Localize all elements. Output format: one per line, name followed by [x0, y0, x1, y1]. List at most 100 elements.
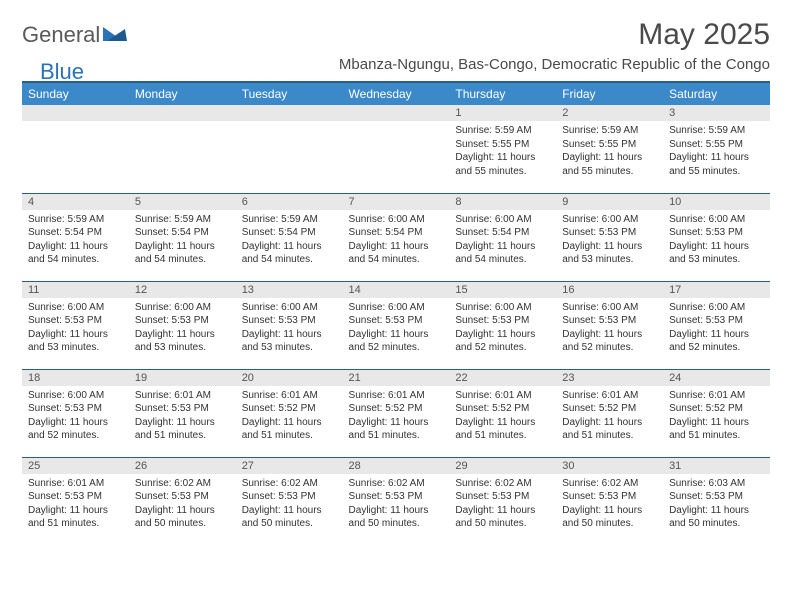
calendar-day-cell: 5Sunrise: 5:59 AMSunset: 5:54 PMDaylight…: [129, 193, 236, 281]
calendar-day-cell: 14Sunrise: 6:00 AMSunset: 5:53 PMDayligh…: [343, 281, 450, 369]
day-info: Sunrise: 5:59 AMSunset: 5:54 PMDaylight:…: [129, 210, 236, 271]
day-number: 18: [22, 370, 129, 386]
day-number: 13: [236, 282, 343, 298]
calendar-week-row: 11Sunrise: 6:00 AMSunset: 5:53 PMDayligh…: [22, 281, 770, 369]
location-subtitle: Mbanza-Ngungu, Bas-Congo, Democratic Rep…: [339, 56, 770, 73]
day-info: Sunrise: 6:02 AMSunset: 5:53 PMDaylight:…: [556, 474, 663, 535]
calendar-day-cell: 10Sunrise: 6:00 AMSunset: 5:53 PMDayligh…: [663, 193, 770, 281]
day-info: Sunrise: 6:00 AMSunset: 5:53 PMDaylight:…: [556, 298, 663, 359]
day-info: Sunrise: 6:01 AMSunset: 5:52 PMDaylight:…: [663, 386, 770, 447]
day-number: 19: [129, 370, 236, 386]
calendar-day-cell: 8Sunrise: 6:00 AMSunset: 5:54 PMDaylight…: [449, 193, 556, 281]
calendar-day-cell: 23Sunrise: 6:01 AMSunset: 5:52 PMDayligh…: [556, 369, 663, 457]
day-number: 27: [236, 458, 343, 474]
day-info: Sunrise: 6:02 AMSunset: 5:53 PMDaylight:…: [129, 474, 236, 535]
calendar-day-cell: 15Sunrise: 6:00 AMSunset: 5:53 PMDayligh…: [449, 281, 556, 369]
day-info: Sunrise: 5:59 AMSunset: 5:54 PMDaylight:…: [22, 210, 129, 271]
weekday-header: Friday: [556, 82, 663, 105]
calendar-table: Sunday Monday Tuesday Wednesday Thursday…: [22, 81, 770, 545]
day-info: Sunrise: 6:00 AMSunset: 5:53 PMDaylight:…: [663, 210, 770, 271]
day-info: Sunrise: 6:01 AMSunset: 5:52 PMDaylight:…: [236, 386, 343, 447]
day-number: 14: [343, 282, 450, 298]
calendar-day-cell: 30Sunrise: 6:02 AMSunset: 5:53 PMDayligh…: [556, 457, 663, 545]
day-info: Sunrise: 6:00 AMSunset: 5:53 PMDaylight:…: [22, 386, 129, 447]
weekday-header: Saturday: [663, 82, 770, 105]
day-number: 22: [449, 370, 556, 386]
calendar-day-cell: 13Sunrise: 6:00 AMSunset: 5:53 PMDayligh…: [236, 281, 343, 369]
day-number: 31: [663, 458, 770, 474]
day-info: Sunrise: 6:00 AMSunset: 5:53 PMDaylight:…: [129, 298, 236, 359]
day-info: Sunrise: 6:00 AMSunset: 5:53 PMDaylight:…: [236, 298, 343, 359]
day-number: 7: [343, 194, 450, 210]
day-number: 29: [449, 458, 556, 474]
title-block: May 2025 Mbanza-Ngungu, Bas-Congo, Democ…: [339, 18, 770, 79]
day-number: 4: [22, 194, 129, 210]
calendar-day-cell: 25Sunrise: 6:01 AMSunset: 5:53 PMDayligh…: [22, 457, 129, 545]
calendar-day-cell: 29Sunrise: 6:02 AMSunset: 5:53 PMDayligh…: [449, 457, 556, 545]
calendar-day-cell: 24Sunrise: 6:01 AMSunset: 5:52 PMDayligh…: [663, 369, 770, 457]
day-number: 17: [663, 282, 770, 298]
day-info: Sunrise: 6:00 AMSunset: 5:53 PMDaylight:…: [663, 298, 770, 359]
calendar-day-cell: 17Sunrise: 6:00 AMSunset: 5:53 PMDayligh…: [663, 281, 770, 369]
day-info: Sunrise: 6:00 AMSunset: 5:54 PMDaylight:…: [449, 210, 556, 271]
weekday-header: Thursday: [449, 82, 556, 105]
calendar-day-cell: 27Sunrise: 6:02 AMSunset: 5:53 PMDayligh…: [236, 457, 343, 545]
calendar-day-cell: 11Sunrise: 6:00 AMSunset: 5:53 PMDayligh…: [22, 281, 129, 369]
day-info: Sunrise: 6:00 AMSunset: 5:54 PMDaylight:…: [343, 210, 450, 271]
calendar-day-cell: 19Sunrise: 6:01 AMSunset: 5:53 PMDayligh…: [129, 369, 236, 457]
day-number: [129, 105, 236, 121]
weekday-header: Tuesday: [236, 82, 343, 105]
day-number: 5: [129, 194, 236, 210]
calendar-day-cell: 12Sunrise: 6:00 AMSunset: 5:53 PMDayligh…: [129, 281, 236, 369]
day-info: Sunrise: 6:01 AMSunset: 5:53 PMDaylight:…: [22, 474, 129, 535]
calendar-week-row: 4Sunrise: 5:59 AMSunset: 5:54 PMDaylight…: [22, 193, 770, 281]
weekday-header: Wednesday: [343, 82, 450, 105]
day-info: Sunrise: 6:02 AMSunset: 5:53 PMDaylight:…: [343, 474, 450, 535]
calendar-day-cell: [343, 105, 450, 193]
logo-text-general: General: [22, 22, 100, 48]
day-number: [236, 105, 343, 121]
day-number: 15: [449, 282, 556, 298]
weekday-header: Sunday: [22, 82, 129, 105]
day-info: Sunrise: 6:02 AMSunset: 5:53 PMDaylight:…: [236, 474, 343, 535]
calendar-week-row: 25Sunrise: 6:01 AMSunset: 5:53 PMDayligh…: [22, 457, 770, 545]
day-number: 10: [663, 194, 770, 210]
day-number: 30: [556, 458, 663, 474]
day-number: [22, 105, 129, 121]
day-number: 11: [22, 282, 129, 298]
calendar-week-row: 1 Sunrise: 5:59 AMSunset: 5:55 PMDaylight…: [22, 105, 770, 193]
day-number: 23: [556, 370, 663, 386]
calendar-day-cell: 26Sunrise: 6:02 AMSunset: 5:53 PMDayligh…: [129, 457, 236, 545]
calendar-day-cell: 2Sunrise: 5:59 AMSunset: 5:55 PMDaylight…: [556, 105, 663, 193]
logo-triangle-icon: [103, 25, 127, 46]
calendar-day-cell: 9Sunrise: 6:00 AMSunset: 5:53 PMDaylight…: [556, 193, 663, 281]
logo: General: [22, 22, 127, 48]
day-number: 24: [663, 370, 770, 386]
day-number: 2: [556, 105, 663, 121]
day-info: Sunrise: 5:59 AMSunset: 5:54 PMDaylight:…: [236, 210, 343, 271]
day-info: Sunrise: 6:01 AMSunset: 5:53 PMDaylight:…: [129, 386, 236, 447]
calendar-day-cell: [129, 105, 236, 193]
page-header: General May 2025 Mbanza-Ngungu, Bas-Cong…: [22, 18, 770, 79]
calendar-day-cell: 28Sunrise: 6:02 AMSunset: 5:53 PMDayligh…: [343, 457, 450, 545]
calendar-day-cell: 3Sunrise: 5:59 AMSunset: 5:55 PMDaylight…: [663, 105, 770, 193]
day-info: Sunrise: 6:03 AMSunset: 5:53 PMDaylight:…: [663, 474, 770, 535]
month-title: May 2025: [339, 18, 770, 52]
day-info: Sunrise: 6:02 AMSunset: 5:53 PMDaylight:…: [449, 474, 556, 535]
day-number: 1: [449, 105, 556, 121]
day-info: Sunrise: 6:01 AMSunset: 5:52 PMDaylight:…: [343, 386, 450, 447]
calendar-day-cell: 6Sunrise: 5:59 AMSunset: 5:54 PMDaylight…: [236, 193, 343, 281]
calendar-day-cell: [22, 105, 129, 193]
calendar-day-cell: 31Sunrise: 6:03 AMSunset: 5:53 PMDayligh…: [663, 457, 770, 545]
calendar-week-row: 18Sunrise: 6:00 AMSunset: 5:53 PMDayligh…: [22, 369, 770, 457]
day-number: 6: [236, 194, 343, 210]
day-info: Sunrise: 6:01 AMSunset: 5:52 PMDaylight:…: [556, 386, 663, 447]
day-info: Sunrise: 5:59 AMSunset: 5:55 PMDaylight:…: [663, 121, 770, 182]
day-number: 25: [22, 458, 129, 474]
day-info: Sunrise: 6:00 AMSunset: 5:53 PMDaylight:…: [556, 210, 663, 271]
day-number: 21: [343, 370, 450, 386]
calendar-day-cell: 20Sunrise: 6:01 AMSunset: 5:52 PMDayligh…: [236, 369, 343, 457]
day-number: 20: [236, 370, 343, 386]
calendar-body: 1 Sunrise: 5:59 AMSunset: 5:55 PMDaylight…: [22, 105, 770, 545]
calendar-day-cell: 21Sunrise: 6:01 AMSunset: 5:52 PMDayligh…: [343, 369, 450, 457]
